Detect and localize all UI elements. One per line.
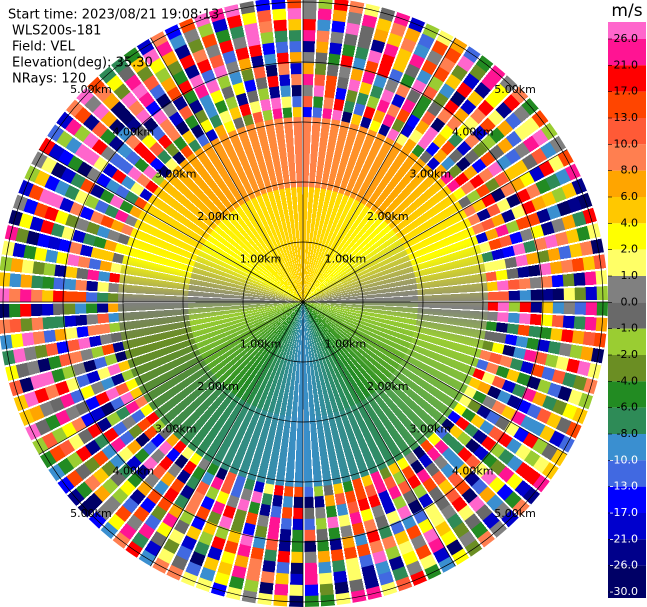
info-text: WLS200s-181 — [12, 24, 101, 39]
color-band — [608, 249, 646, 276]
colorbar-label: -1.0 — [617, 322, 638, 335]
info-text: Field: VEL — [12, 40, 76, 55]
range-label: 2.00km — [197, 380, 239, 393]
color-band — [608, 39, 646, 66]
range-label: 5.00km — [70, 83, 112, 96]
color-band — [608, 565, 646, 592]
color-band — [608, 513, 646, 540]
colorbar-label: -4.0 — [617, 374, 638, 387]
range-label: 5.00km — [494, 83, 536, 96]
color-band — [608, 460, 646, 487]
range-label: 1.00km — [240, 253, 282, 266]
color-band — [608, 592, 646, 598]
colorbar-label: 2.0 — [621, 243, 639, 256]
color-band — [608, 144, 646, 171]
color-band — [608, 539, 646, 566]
colorbar-label: -30.0 — [610, 585, 638, 598]
color-band — [608, 355, 646, 382]
colorbar-label: 1.0 — [621, 269, 639, 282]
colorbar-label: 6.0 — [621, 190, 639, 203]
info-text: Elevation(deg): 35.30 — [12, 56, 153, 71]
range-ring — [182, 181, 424, 423]
colorbar-label: 17.0 — [614, 85, 639, 98]
color-band — [608, 91, 646, 118]
range-ring — [62, 61, 544, 543]
color-band — [608, 434, 646, 461]
color-band — [608, 170, 646, 197]
range-label: 1.00km — [325, 337, 367, 350]
color-band — [608, 486, 646, 513]
range-label: 3.00km — [155, 422, 197, 435]
colorbar-title: m/s — [611, 1, 642, 21]
range-label: 2.00km — [367, 210, 409, 223]
color-band — [608, 118, 646, 145]
range-label: 3.00km — [155, 168, 197, 181]
colorbar-label: -13.0 — [610, 480, 638, 493]
info-text: NRays: 120 — [12, 72, 86, 87]
range-label: 4.00km — [113, 125, 155, 138]
range-label: 5.00km — [70, 507, 112, 520]
range-label: 4.00km — [452, 465, 494, 478]
range-ring — [242, 241, 364, 363]
colorbar-label: 0.0 — [621, 295, 639, 308]
range-label: 5.00km — [494, 507, 536, 520]
range-label: 4.00km — [113, 465, 155, 478]
range-label: 3.00km — [409, 422, 451, 435]
range-label: 1.00km — [325, 253, 367, 266]
color-band — [608, 197, 646, 224]
colorbar-label: 21.0 — [614, 58, 639, 71]
colorbar-label: -26.0 — [610, 559, 638, 572]
color-band — [608, 407, 646, 434]
colorbar-label: 8.0 — [621, 164, 639, 177]
colorbar-label: -21.0 — [610, 532, 638, 545]
colorbar-label: 4.0 — [621, 216, 639, 229]
colorbar-label: 13.0 — [614, 111, 639, 124]
range-label: 2.00km — [197, 210, 239, 223]
color-band — [608, 302, 646, 329]
range-label: 2.00km — [367, 380, 409, 393]
colorbar-label: -17.0 — [610, 506, 638, 519]
color-band — [608, 381, 646, 408]
color-band — [608, 276, 646, 303]
colorbar-label: -8.0 — [617, 427, 638, 440]
color-band — [608, 22, 646, 39]
range-label: 3.00km — [409, 168, 451, 181]
colorbar-label: -2.0 — [617, 348, 638, 361]
colorbar-label: -10.0 — [610, 453, 638, 466]
spoke — [38, 149, 568, 455]
range-label: 4.00km — [452, 125, 494, 138]
range-ring — [122, 121, 484, 483]
color-band — [608, 65, 646, 92]
color-band — [608, 223, 646, 250]
range-ring — [2, 1, 604, 603]
range-label: 1.00km — [240, 337, 282, 350]
colorbar-label: -6.0 — [617, 401, 638, 414]
colorbar-label: 10.0 — [614, 137, 639, 150]
info-text: Start time: 2023/08/21 19:08:13 — [8, 8, 219, 23]
colorbar-label: 26.0 — [614, 32, 639, 45]
color-band — [608, 328, 646, 355]
